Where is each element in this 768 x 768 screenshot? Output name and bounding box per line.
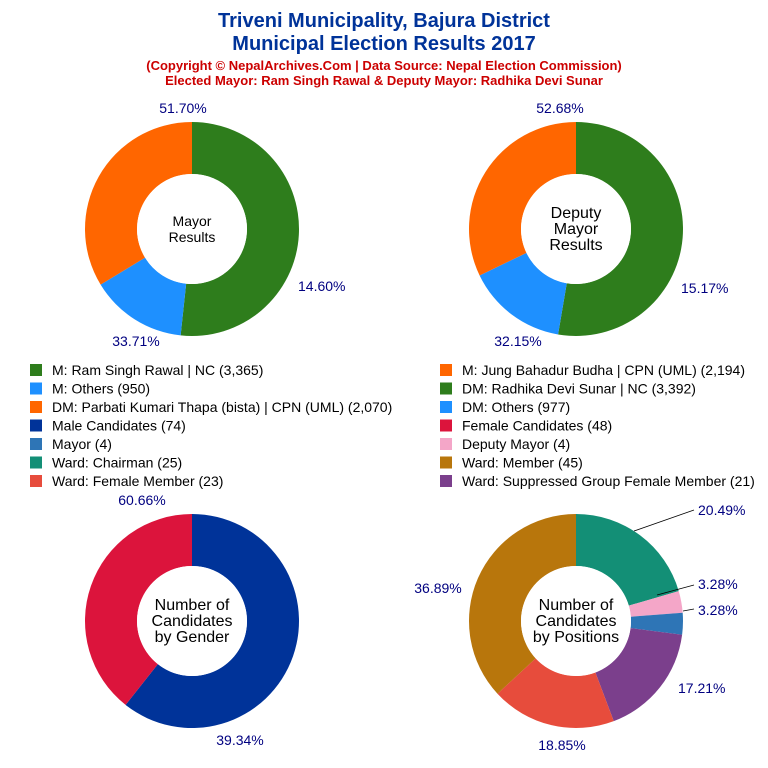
legend-item: M: Jung Bahadur Budha | CPN (UML) (2,194…: [440, 362, 745, 378]
pie-4-slice-4: [595, 628, 683, 722]
pie-4-percent-label: 3.28%: [698, 576, 738, 592]
legend-swatch: [30, 382, 42, 395]
legend-swatch: [30, 475, 42, 487]
pie-4-center-label: Candidates: [536, 613, 617, 630]
legend-swatch: [440, 364, 452, 376]
legend-item: Ward: Suppressed Group Female Member (21…: [440, 473, 755, 489]
legend-label: Ward: Suppressed Group Female Member (21…: [462, 473, 755, 489]
pie-4-percent-label: 17.21%: [678, 680, 725, 696]
pie-4-percent-label: 18.85%: [538, 737, 585, 753]
legend-item: DM: Parbati Kumari Thapa (bista) | CPN (…: [30, 399, 392, 415]
legend-label: DM: Parbati Kumari Thapa (bista) | CPN (…: [52, 399, 392, 415]
pie-3-slice-2: [85, 514, 192, 705]
legend-label: Mayor (4): [52, 436, 112, 452]
pie-4-center-label: Number of: [539, 597, 614, 614]
chart-title-line1: Triveni Municipality, Bajura District: [218, 10, 550, 32]
legend-label: M: Others (950): [52, 381, 150, 397]
pie-4-leader-line: [656, 584, 695, 596]
pie-2-hole: [521, 174, 631, 284]
chart-subtitle-copyright: (Copyright © NepalArchives.Com | Data So…: [146, 58, 622, 73]
pie-3-center-label: by Gender: [155, 629, 230, 646]
pie-2-percent-label: 15.17%: [681, 280, 728, 296]
pie-4-hole: [521, 566, 631, 676]
chart-subtitle-elected: Elected Mayor: Ram Singh Rawal & Deputy …: [165, 73, 603, 88]
legend-item: Ward: Female Member (23): [30, 473, 223, 489]
pie-2-center-label: Mayor: [554, 221, 599, 238]
chart-title-line2: Municipal Election Results 2017: [232, 33, 535, 55]
pie-1-percent-label: 51.70%: [159, 100, 206, 116]
pie-3-percent-label: 39.34%: [216, 732, 263, 748]
legend-item: Male Candidates (74): [30, 418, 186, 434]
legend-swatch: [30, 364, 42, 376]
legend-label: DM: Others (977): [462, 399, 570, 415]
legend-item: DM: Radhika Devi Sunar | NC (3,392): [440, 381, 696, 397]
pie-1-center-label: Results: [169, 229, 216, 245]
pie-4-leader-line: [682, 608, 695, 612]
pie-4-slice-6: [469, 514, 576, 694]
legend-item: M: Others (950): [30, 381, 150, 397]
legend-label: Male Candidates (74): [52, 418, 186, 434]
legend-label: Ward: Female Member (23): [52, 473, 223, 489]
legend-swatch: [440, 438, 452, 450]
legend-item: Ward: Chairman (25): [30, 455, 182, 471]
legend-swatch: [440, 419, 452, 432]
pie-3-center-label: Candidates: [152, 613, 233, 630]
legend-label: M: Ram Singh Rawal | NC (3,365): [52, 362, 263, 378]
pie-charts: MayorResults51.70%14.60%33.71%DeputyMayo…: [84, 100, 745, 753]
pie-1-center-label: Mayor: [173, 213, 212, 229]
pie-1-slice-1: [180, 122, 300, 336]
legend-item: Female Candidates (48): [440, 418, 612, 434]
legend-swatch: [440, 382, 452, 395]
legend-swatch: [30, 456, 42, 469]
legend-swatch: [30, 401, 42, 413]
pie-2-slice-2: [479, 252, 567, 335]
legend-item: M: Ram Singh Rawal | NC (3,365): [30, 362, 263, 378]
legend-swatch: [440, 475, 452, 487]
pie-2-percent-label: 32.15%: [494, 333, 541, 349]
legend-swatch: [440, 456, 452, 469]
legend-swatch: [440, 401, 452, 413]
pie-1-percent-label: 14.60%: [298, 278, 345, 294]
pie-2-center-label: Deputy: [551, 205, 602, 222]
legend-swatch: [30, 419, 42, 432]
pie-3-center-label: Number of: [155, 597, 230, 614]
legend-item: Deputy Mayor (4): [440, 436, 570, 452]
pie-1-slice-2: [100, 257, 187, 336]
pie-4-leader-line: [633, 509, 695, 532]
pie-4-slice-1: [576, 514, 679, 606]
pie-3-hole: [137, 566, 247, 676]
legend-label: Ward: Member (45): [462, 455, 583, 471]
pie-4-percent-label: 36.89%: [414, 580, 461, 596]
pie-1-slice-3: [84, 122, 192, 285]
legend-swatch: [30, 438, 42, 450]
legend-item: DM: Others (977): [440, 399, 570, 415]
pie-4-slice-2: [628, 591, 683, 617]
pie-2-slice-1: [558, 122, 684, 336]
pie-3-percent-label: 60.66%: [118, 492, 165, 508]
legend: M: Ram Singh Rawal | NC (3,365) M: Jung B…: [30, 362, 755, 489]
pie-4-slice-5: [497, 658, 614, 728]
legend-label: DM: Radhika Devi Sunar | NC (3,392): [462, 381, 696, 397]
legend-item: Mayor (4): [30, 436, 112, 452]
pie-3-slice-1: [125, 514, 299, 728]
pie-1-percent-label: 33.71%: [112, 333, 159, 349]
pie-2-slice-3: [469, 122, 576, 276]
legend-label: Female Candidates (48): [462, 418, 612, 434]
pie-4-percent-label: 3.28%: [698, 602, 738, 618]
pie-1-hole: [137, 174, 247, 284]
legend-item: Ward: Member (45): [440, 455, 583, 471]
pie-4-slice-3: [630, 612, 683, 635]
legend-label: Deputy Mayor (4): [462, 436, 570, 452]
pie-2-center-label: Results: [549, 237, 602, 254]
pie-2-percent-label: 52.68%: [536, 100, 583, 116]
pie-4-center-label: by Positions: [533, 629, 619, 646]
legend-label: M: Jung Bahadur Budha | CPN (UML) (2,194…: [462, 362, 745, 378]
legend-label: Ward: Chairman (25): [52, 455, 182, 471]
pie-4-percent-label: 20.49%: [698, 502, 745, 518]
